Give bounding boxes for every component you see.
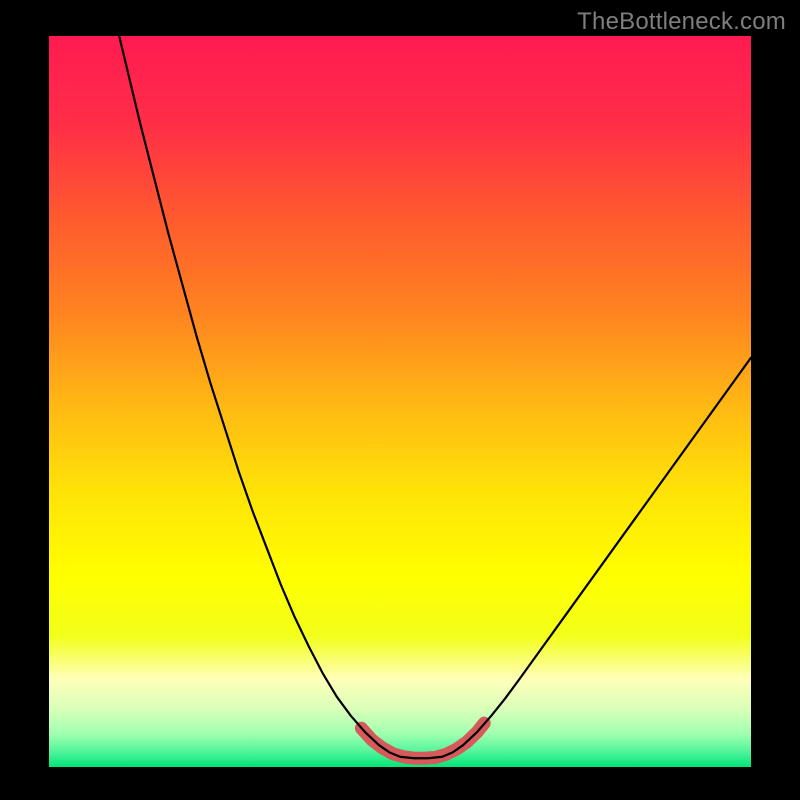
plot-svg (49, 36, 751, 767)
plot-area (49, 36, 751, 767)
plot-background (49, 36, 751, 767)
watermark-label: TheBottleneck.com (577, 8, 786, 36)
chart-stage: TheBottleneck.com (0, 0, 800, 800)
